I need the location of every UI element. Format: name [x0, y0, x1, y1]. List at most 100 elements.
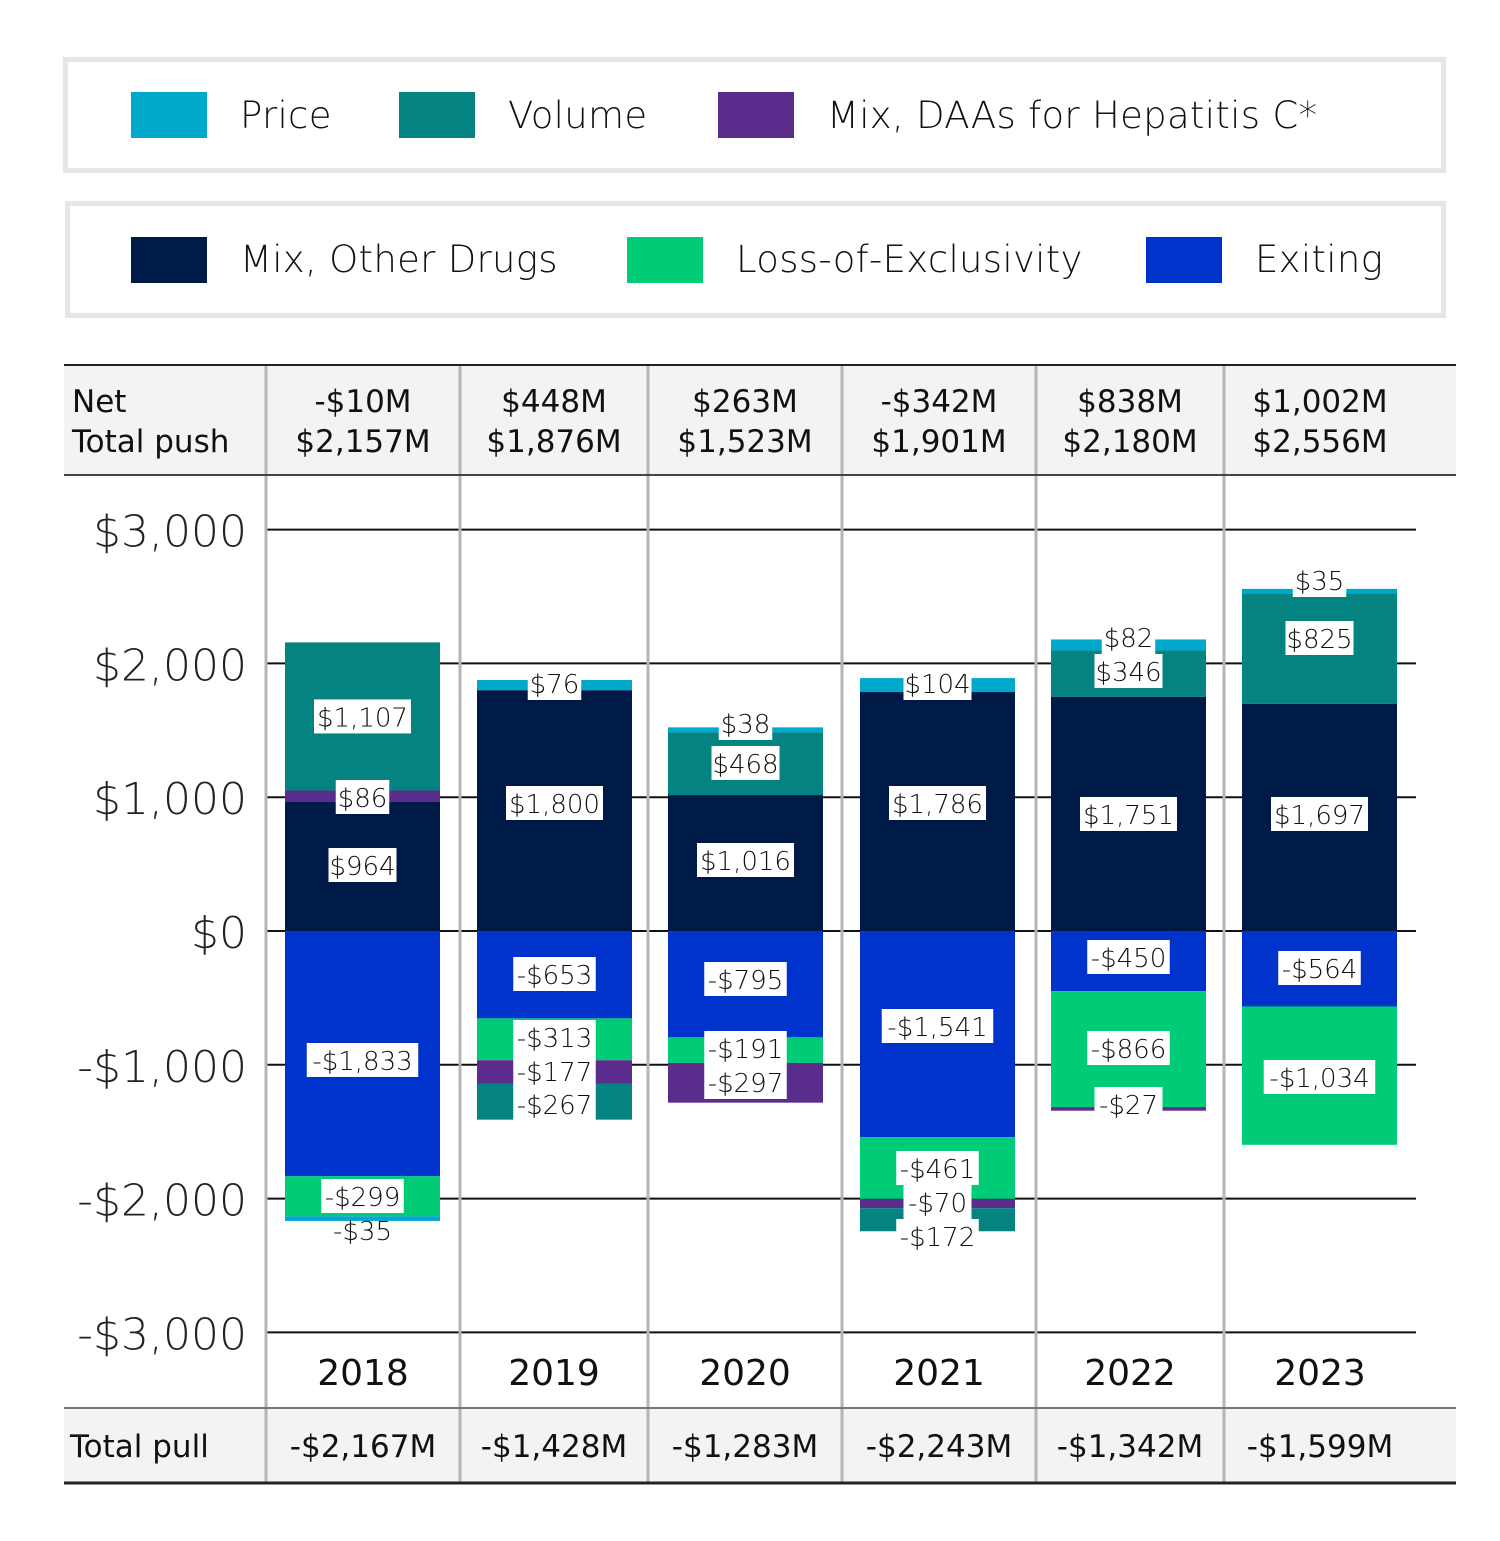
- x-tick-label: 2021: [893, 1353, 985, 1394]
- data-label-volume: $1,107: [317, 703, 408, 733]
- y-tick-label: $1,000: [93, 774, 247, 825]
- total-pull-value: -$2,243M: [866, 1429, 1012, 1465]
- data-label-volume: $468: [712, 750, 778, 780]
- total-push-row-label: Total push: [71, 424, 229, 460]
- data-label-bg: [1101, 620, 1156, 654]
- net-value: -$10M: [314, 384, 411, 420]
- x-axis: 2018 2019 2020 2021 2022 2023: [317, 1353, 1366, 1394]
- data-label-bg: [1080, 797, 1177, 831]
- x-tick-label: 2022: [1084, 1353, 1176, 1394]
- data-label-price: $35: [1295, 567, 1345, 597]
- data-label-bg: [1094, 654, 1163, 688]
- x-tick-label: 2019: [508, 1353, 600, 1394]
- legend-label-exiting: Exiting: [1255, 238, 1384, 281]
- data-label-bg: [697, 843, 794, 877]
- data-label-bg: [1271, 797, 1368, 831]
- data-label-mix_other: $1,800: [509, 790, 600, 820]
- data-label-volume: -$267: [517, 1091, 593, 1121]
- data-label-bg: [513, 1054, 596, 1088]
- data-label-mix_daa: -$297: [708, 1069, 784, 1099]
- legend-item-exiting: Exiting: [1146, 206, 1383, 313]
- mix-other-swatch-icon: [131, 236, 207, 283]
- data-label-bg: [704, 1065, 787, 1099]
- legend-label-mix-daa: Mix, DAAs for Hepatitis C*: [827, 93, 1318, 137]
- y-tick-label: $2,000: [93, 640, 247, 691]
- data-label-bg: [306, 1043, 419, 1077]
- data-label-bg: [889, 786, 986, 820]
- data-label-bg: [704, 962, 787, 996]
- y-axis: $3,000 $2,000 $1,000 $0 -$1,000 -$2,000 -$3,00…: [77, 507, 247, 1361]
- data-label-bg: [896, 1151, 979, 1185]
- data-label-bg: [527, 666, 582, 700]
- data-label-price: -$35: [333, 1217, 392, 1247]
- exiting-swatch-icon: [1146, 236, 1222, 283]
- loe-swatch-icon: [627, 236, 703, 283]
- x-tick-label: 2023: [1274, 1353, 1366, 1394]
- data-label-bg: [1087, 940, 1170, 974]
- data-label-volume: $825: [1286, 625, 1352, 655]
- legend-label-mix-other: Mix, Other Drugs: [240, 238, 558, 281]
- legend-label-price: Price: [240, 93, 332, 137]
- data-label-bg: [1278, 951, 1361, 985]
- data-label-loe: -$461: [900, 1155, 976, 1185]
- legend-item-mix-daa: Mix, DAAs for Hepatitis C*: [718, 62, 1317, 168]
- net-value: $1,002M: [1252, 384, 1387, 420]
- data-label-exiting: -$450: [1091, 944, 1167, 974]
- data-label-loe: -$1,034: [1269, 1064, 1369, 1094]
- y-tick-label: -$3,000: [77, 1309, 247, 1360]
- data-label-price: $82: [1104, 624, 1154, 654]
- data-label-bg: [1285, 621, 1354, 655]
- price-swatch-icon: [131, 92, 207, 138]
- net-value: $838M: [1077, 384, 1183, 420]
- data-label-mix_daa: -$177: [517, 1058, 593, 1088]
- data-label-price: $38: [721, 710, 771, 740]
- data-label-mix_daa: $86: [338, 784, 388, 814]
- net-row-label: Net: [72, 384, 126, 420]
- total-pull-row-label: Total pull: [69, 1429, 209, 1465]
- bar-segment-price-2018: [285, 1216, 440, 1221]
- data-label-volume: -$172: [900, 1223, 976, 1253]
- data-label-bg: [328, 848, 397, 882]
- total-push-value: $2,556M: [1252, 424, 1387, 460]
- total-push-value: $1,901M: [871, 424, 1006, 460]
- data-label-exiting: -$564: [1282, 955, 1358, 985]
- table-text: Net Total push Total pull -$10M $2,157M -$…: [69, 384, 1393, 1465]
- data-label-mix_other: $1,016: [700, 847, 791, 877]
- data-label-bg: [903, 666, 972, 700]
- data-label-mix_daa: -$70: [908, 1189, 967, 1219]
- total-push-value: $2,180M: [1062, 424, 1197, 460]
- data-label-exiting: -$1,541: [887, 1013, 987, 1043]
- data-label-bg: [1094, 1087, 1163, 1121]
- x-tick-label: 2018: [317, 1353, 409, 1394]
- x-tick-label: 2020: [699, 1353, 791, 1394]
- data-label-mix_daa: -$27: [1099, 1091, 1158, 1121]
- legend-item-mix-other: Mix, Other Drugs: [131, 206, 558, 313]
- legend-item-loe: Loss-of-Exclusivity: [627, 206, 1083, 313]
- y-tick-label: $0: [191, 908, 247, 959]
- legend-item-volume: Volume: [399, 62, 647, 168]
- legend-row-2: Mix, Other Drugs Loss-of-Exclusivity Exi…: [65, 201, 1446, 318]
- data-label-bg: [513, 1087, 596, 1121]
- total-pull-value: -$1,342M: [1057, 1429, 1203, 1465]
- legend-row-1: Price Volume Mix, DAAs for Hepatitis C*: [63, 57, 1446, 173]
- y-tick-label: $3,000: [93, 507, 247, 558]
- total-push-value: $2,157M: [295, 424, 430, 460]
- data-label-mix_other: $964: [329, 852, 395, 882]
- data-label-bg: [718, 706, 773, 740]
- data-label-exiting: -$653: [517, 961, 593, 991]
- y-tick-label: -$2,000: [77, 1176, 247, 1227]
- net-value: -$342M: [881, 384, 998, 420]
- total-pull-value: -$1,283M: [672, 1429, 818, 1465]
- data-label-loe: -$191: [708, 1035, 784, 1065]
- data-label-mix_other: $1,697: [1274, 801, 1365, 831]
- mix-daa-swatch-icon: [718, 92, 794, 138]
- data-label-loe: -$299: [325, 1183, 401, 1213]
- data-label-volume: $346: [1095, 658, 1161, 688]
- column-dividers: [264, 366, 1226, 1483]
- data-label-bg: [321, 1179, 404, 1213]
- legend-label-loe: Loss-of-Exclusivity: [736, 238, 1083, 281]
- table-rules: [64, 364, 1456, 1485]
- data-label-mix_other: $1,786: [892, 790, 983, 820]
- total-push-value: $1,876M: [486, 424, 621, 460]
- data-labels: $964 $86 $1,107 -$1,833 -$299 -$35 $1,800 $76 -$…: [306, 563, 1376, 1253]
